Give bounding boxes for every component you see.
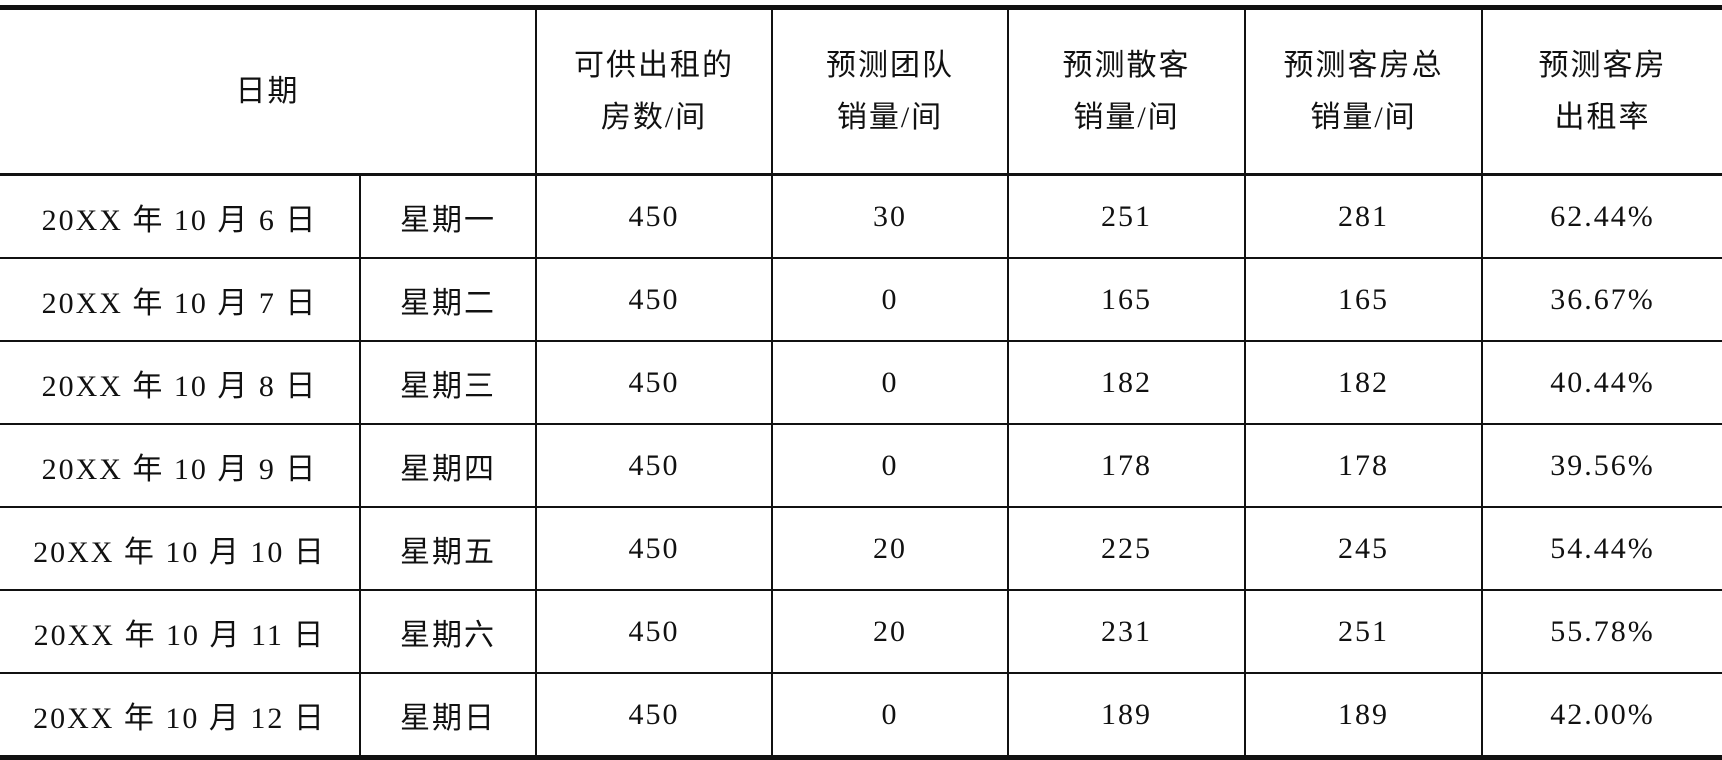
cell-individual-sales: 189 (1007, 672, 1246, 760)
cell-weekday: 星期二 (359, 257, 537, 341)
cell-individual-sales: 225 (1007, 506, 1246, 590)
cell-individual-sales: 231 (1007, 589, 1246, 673)
cell-group-sales: 20 (771, 589, 1009, 673)
cell-occupancy-rate: 54.44% (1481, 506, 1722, 590)
cell-group-sales: 0 (771, 340, 1009, 424)
cell-weekday: 星期三 (359, 340, 537, 424)
table-row: 20XX 年 10 月 8 日星期三 450 0 182 182 40.44% (0, 340, 1722, 424)
header-text: 预测散客 (1062, 48, 1191, 82)
cell-occupancy-rate: 42.00% (1481, 672, 1722, 760)
cell-date: 20XX 年 10 月 8 日 (0, 340, 361, 424)
cell-available-rooms: 450 (535, 423, 773, 507)
cell-individual-sales: 182 (1007, 340, 1246, 424)
header-text: 销量/间 (836, 100, 944, 134)
table-row: 20XX 年 10 月 10 日星期五 450 20 225 245 54.44% (0, 506, 1722, 590)
header-text: 出租率 (1554, 100, 1651, 134)
table-row: 20XX 年 10 月 6 日星期一 450 30 251 281 62.44% (0, 173, 1722, 258)
cell-weekday: 星期六 (359, 589, 537, 673)
cell-occupancy-rate: 39.56% (1481, 423, 1722, 507)
header-text: 销量/间 (1310, 100, 1417, 134)
cell-date: 20XX 年 10 月 10 日 (0, 506, 361, 590)
cell-date: 20XX 年 10 月 9 日 (0, 423, 361, 507)
cell-total-sales: 165 (1244, 257, 1483, 341)
cell-individual-sales: 251 (1007, 173, 1246, 258)
header-individual-sales: 预测散客销量/间 (1007, 5, 1246, 176)
cell-weekday: 星期一 (359, 173, 537, 258)
cell-total-sales: 189 (1244, 672, 1483, 760)
header-text: 可供出租的 (574, 48, 734, 82)
header-total-sales: 预测客房总销量/间 (1244, 5, 1483, 176)
cell-date: 20XX 年 10 月 11 日 (0, 589, 361, 673)
cell-date: 20XX 年 10 月 7 日 (0, 257, 361, 341)
cell-total-sales: 182 (1244, 340, 1483, 424)
header-text: 预测客房 (1538, 48, 1667, 82)
header-text: 预测团队 (826, 48, 954, 82)
header-occupancy-rate: 预测客房 出租率 (1481, 5, 1722, 176)
cell-total-sales: 178 (1244, 423, 1483, 507)
table-row: 20XX 年 10 月 9 日星期四 450 0 178 178 39.56% (0, 423, 1722, 507)
cell-individual-sales: 165 (1007, 257, 1246, 341)
cell-available-rooms: 450 (535, 173, 773, 258)
cell-total-sales: 281 (1244, 173, 1483, 258)
cell-weekday: 星期四 (359, 423, 537, 507)
cell-available-rooms: 450 (535, 506, 773, 590)
cell-individual-sales: 178 (1007, 423, 1246, 507)
header-text: 销量/间 (1073, 100, 1180, 134)
header-text: 房数/间 (600, 100, 708, 134)
header-available-rooms: 可供出租的房数/间 (535, 5, 773, 176)
cell-date: 20XX 年 10 月 6 日 (0, 173, 361, 258)
header-row: 日期 可供出租的房数/间 预测团队销量/间 预测散客销量/间 预测客房总销量/间… (0, 5, 1722, 176)
cell-weekday: 星期日 (359, 672, 537, 760)
cell-occupancy-rate: 55.78% (1481, 589, 1722, 673)
header-date: 日期 (0, 5, 537, 176)
cell-group-sales: 0 (771, 257, 1009, 341)
room-forecast-table: 日期 可供出租的房数/间 预测团队销量/间 预测散客销量/间 预测客房总销量/间… (0, 5, 1722, 760)
cell-total-sales: 251 (1244, 589, 1483, 673)
cell-group-sales: 0 (771, 423, 1009, 507)
cell-occupancy-rate: 40.44% (1481, 340, 1722, 424)
cell-group-sales: 0 (771, 672, 1009, 760)
cell-total-sales: 245 (1244, 506, 1483, 590)
cell-available-rooms: 450 (535, 257, 773, 341)
cell-group-sales: 30 (771, 173, 1009, 258)
header-group-sales: 预测团队销量/间 (771, 5, 1009, 176)
cell-group-sales: 20 (771, 506, 1009, 590)
cell-occupancy-rate: 62.44% (1481, 173, 1722, 258)
cell-weekday: 星期五 (359, 506, 537, 590)
table-row: 20XX 年 10 月 11 日星期六 450 20 231 251 55.78% (0, 589, 1722, 673)
cell-available-rooms: 450 (535, 340, 773, 424)
table-row: 20XX 年 10 月 12 日星期日 450 0 189 189 42.00% (0, 672, 1722, 760)
table-row: 20XX 年 10 月 7 日星期二 450 0 165 165 36.67% (0, 257, 1722, 341)
header-text: 日期 (235, 74, 300, 108)
cell-occupancy-rate: 36.67% (1481, 257, 1722, 341)
cell-date: 20XX 年 10 月 12 日 (0, 672, 361, 760)
header-text: 预测客房总 (1283, 48, 1444, 82)
cell-available-rooms: 450 (535, 589, 773, 673)
cell-available-rooms: 450 (535, 672, 773, 760)
